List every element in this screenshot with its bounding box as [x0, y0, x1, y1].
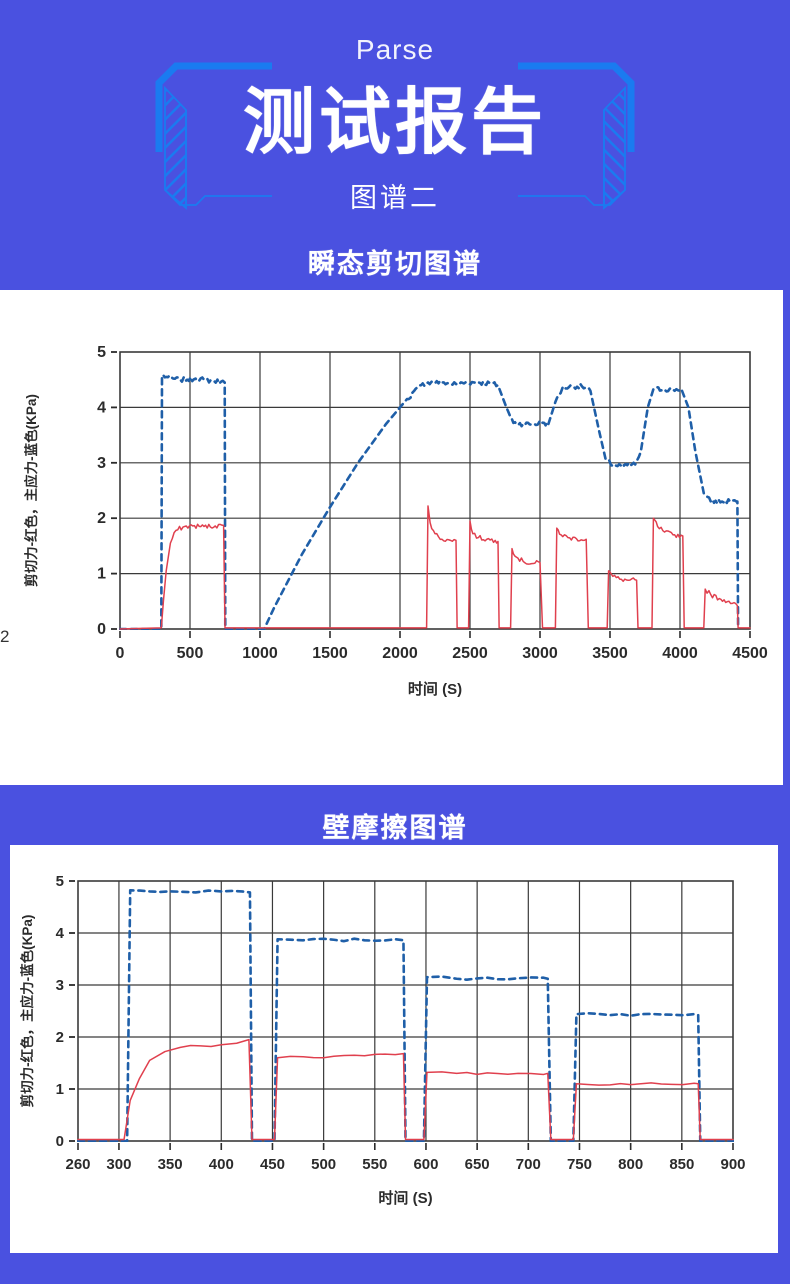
svg-text:3: 3: [56, 977, 64, 994]
section-band-transient-shear: 瞬态剪切图谱: [0, 246, 790, 290]
svg-text:4: 4: [97, 399, 106, 416]
chart-wall-friction: 260 300 350 400 450 500 550 600 650 700 750 800 850 9…: [19, 873, 746, 1207]
page-title: 测试报告: [242, 83, 547, 163]
svg-text:4: 4: [56, 925, 65, 942]
svg-text:750: 750: [567, 1156, 592, 1173]
svg-text:900: 900: [720, 1156, 745, 1173]
svg-text:3: 3: [97, 455, 106, 472]
svg-text:260: 260: [65, 1156, 90, 1173]
svg-text:700: 700: [516, 1156, 541, 1173]
svg-text:400: 400: [209, 1156, 234, 1173]
svg-text:500: 500: [311, 1156, 336, 1173]
svg-text:0: 0: [116, 645, 125, 662]
svg-text:2000: 2000: [382, 645, 418, 662]
svg-text:450: 450: [260, 1156, 285, 1173]
section-title-1: 瞬态剪切图谱: [308, 249, 482, 279]
svg-text:4000: 4000: [662, 645, 698, 662]
svg-text:2: 2: [97, 510, 106, 527]
section-title-2: 壁摩擦图谱: [322, 813, 468, 843]
svg-text:350: 350: [158, 1156, 183, 1173]
svg-text:1: 1: [97, 566, 106, 583]
svg-text:850: 850: [669, 1156, 694, 1173]
svg-text:1: 1: [56, 1081, 64, 1098]
brand-label: Parse: [355, 34, 435, 65]
svg-text:4500: 4500: [732, 645, 768, 662]
svg-text:1500: 1500: [312, 645, 348, 662]
chart-panel-transient-shear: 0 500 1000 1500 2000 2500 3000 3500 4000 4500 0 1 2 3…: [0, 290, 783, 785]
section-band-wall-friction: 壁摩擦图谱: [0, 785, 790, 845]
svg-text:5: 5: [97, 344, 106, 361]
svg-text:剪切力-红色，主应力-蓝色(KPa): 剪切力-红色，主应力-蓝色(KPa): [23, 394, 39, 587]
svg-text:2: 2: [56, 1029, 64, 1046]
chart-transient-shear: 0 500 1000 1500 2000 2500 3000 3500 4000 4500 0 1 2 3…: [23, 344, 768, 698]
svg-text:剪切力-红色，主应力-蓝色(KPa): 剪切力-红色，主应力-蓝色(KPa): [19, 915, 35, 1108]
svg-text:550: 550: [362, 1156, 387, 1173]
svg-text:0: 0: [56, 1133, 64, 1150]
svg-text:时间 (S): 时间 (S): [378, 1189, 432, 1207]
svg-text:300: 300: [106, 1156, 131, 1173]
svg-text:650: 650: [465, 1156, 490, 1173]
svg-text:3500: 3500: [592, 645, 628, 662]
svg-text:时间 (S): 时间 (S): [408, 680, 462, 698]
svg-text:600: 600: [413, 1156, 438, 1173]
svg-text:0: 0: [97, 621, 106, 638]
page-subtitle: 图谱二: [350, 182, 440, 213]
chart-panel-wall-friction: 260 300 350 400 450 500 550 600 650 700 750 800 850 9…: [10, 845, 778, 1253]
stray-page-marker: 2: [0, 627, 10, 646]
svg-text:500: 500: [177, 645, 204, 662]
svg-text:800: 800: [618, 1156, 643, 1173]
svg-text:3000: 3000: [522, 645, 558, 662]
svg-text:5: 5: [56, 873, 64, 890]
svg-text:2500: 2500: [452, 645, 488, 662]
svg-text:1000: 1000: [242, 645, 278, 662]
